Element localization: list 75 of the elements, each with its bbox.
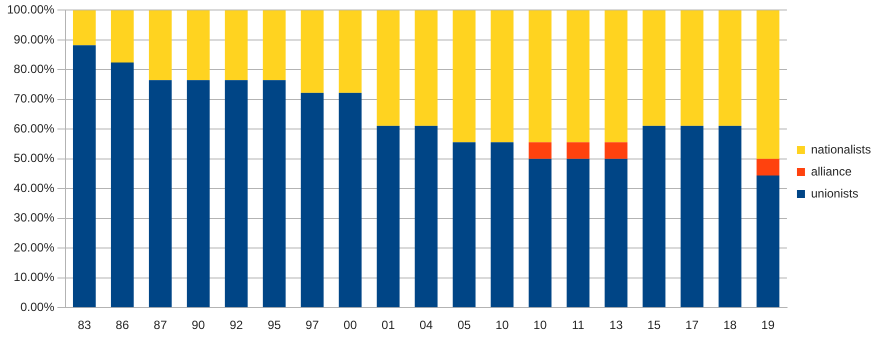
bar xyxy=(376,126,400,308)
x-tick-label: 11 xyxy=(572,318,585,332)
bar xyxy=(604,158,628,308)
x-tick-label: 18 xyxy=(723,318,737,332)
y-tick-label: 50.00% xyxy=(14,151,55,166)
bar xyxy=(224,10,248,80)
bar xyxy=(262,80,286,308)
bar xyxy=(300,92,324,308)
x-tick-label: 00 xyxy=(344,318,358,332)
y-tick-label: 20.00% xyxy=(14,240,55,254)
bar xyxy=(756,10,780,159)
bar xyxy=(604,142,628,159)
y-tick-label: 100.00% xyxy=(7,2,55,17)
bar xyxy=(72,45,96,308)
x-tick-label: 92 xyxy=(230,318,244,332)
bar xyxy=(566,158,590,308)
bar xyxy=(642,10,666,126)
bar xyxy=(490,142,514,308)
x-tick-label: 86 xyxy=(116,318,130,332)
bar xyxy=(414,126,438,308)
x-tick-label: 95 xyxy=(268,318,282,332)
bar xyxy=(642,126,666,308)
y-tick-label: 80.00% xyxy=(14,62,55,76)
bar xyxy=(452,10,476,142)
bar xyxy=(110,10,134,63)
bar xyxy=(452,142,476,308)
bar xyxy=(528,10,552,142)
y-tick-label: 10.00% xyxy=(14,270,55,284)
y-tick-label: 70.00% xyxy=(14,92,55,106)
bar xyxy=(224,80,248,308)
bar xyxy=(718,126,742,308)
x-tick-label: 17 xyxy=(685,318,700,332)
bar xyxy=(148,80,172,308)
legend-label: unionists xyxy=(810,186,858,200)
x-tick-label: 10 xyxy=(495,318,510,332)
y-tick-label: 40.00% xyxy=(14,180,55,195)
x-tick-label: 04 xyxy=(419,318,434,332)
x-tick-label: 15 xyxy=(647,318,662,332)
legend-label: nationalists xyxy=(810,142,872,156)
y-tick-label: 30.00% xyxy=(14,210,55,225)
bar xyxy=(756,176,780,308)
bar xyxy=(414,10,438,126)
bar xyxy=(718,10,742,126)
y-tick-label: 60.00% xyxy=(14,121,55,136)
x-tick-label: 01 xyxy=(382,318,396,332)
x-tick-label: 97 xyxy=(306,318,320,332)
bar xyxy=(148,10,172,80)
bar xyxy=(110,62,134,308)
bar xyxy=(680,126,704,308)
bar xyxy=(338,10,362,93)
bar xyxy=(566,142,590,159)
x-tick-label: 10 xyxy=(533,318,548,332)
x-tick-label: 13 xyxy=(609,318,624,332)
x-tick-label: 90 xyxy=(192,318,206,332)
bar xyxy=(376,10,400,126)
y-tick-label: 0.00% xyxy=(20,300,55,314)
x-tick-label: 05 xyxy=(457,318,472,332)
bar xyxy=(490,10,514,142)
bar xyxy=(680,10,704,126)
bar xyxy=(528,142,552,159)
bar xyxy=(604,10,628,142)
x-tick-label: 19 xyxy=(761,318,775,332)
bar xyxy=(300,10,324,93)
bar xyxy=(338,92,362,308)
bar xyxy=(186,80,210,308)
legend-label: alliance xyxy=(810,164,852,178)
x-tick-label: 83 xyxy=(78,318,92,332)
y-tick-label: 90.00% xyxy=(14,32,55,46)
bar xyxy=(566,10,590,142)
bar xyxy=(262,10,286,80)
bar xyxy=(528,158,552,308)
bar xyxy=(72,10,96,46)
bar xyxy=(186,10,210,80)
x-tick-label: 87 xyxy=(154,318,168,332)
bar xyxy=(756,158,780,176)
